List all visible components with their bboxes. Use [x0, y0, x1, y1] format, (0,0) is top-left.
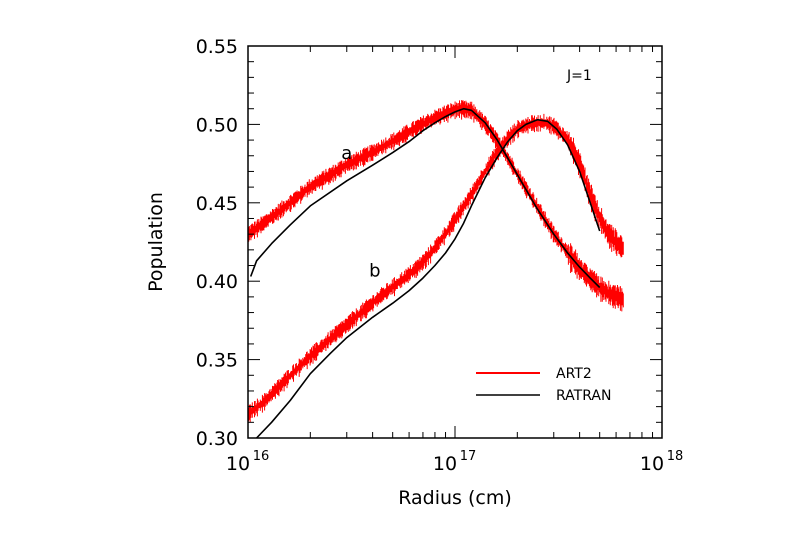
y-tick-label: 0.55 — [196, 36, 238, 58]
x-tick-exponent: 18 — [667, 449, 684, 464]
series-layer — [247, 100, 624, 439]
y-tick-label: 0.50 — [196, 114, 238, 136]
legend-label-art2: ART2 — [556, 366, 592, 382]
x-axis-label: Radius (cm) — [398, 487, 512, 509]
legend: ART2 RATRAN — [476, 366, 611, 404]
y-axis: 0.30 0.35 0.40 0.45 0.50 0.55 — [196, 36, 662, 450]
y-tick-label: 0.45 — [196, 193, 238, 215]
y-tick-label: 0.30 — [196, 428, 238, 450]
y-axis-label: Population — [145, 192, 167, 292]
ratran-curve-b — [256, 118, 601, 439]
x-axis: 10 16 10 17 10 18 — [226, 46, 683, 475]
x-tick-exponent: 17 — [460, 449, 477, 464]
y-tick-label: 0.35 — [196, 350, 238, 372]
x-tick-exponent: 16 — [253, 449, 270, 464]
y-tick-label: 0.40 — [196, 271, 238, 293]
x-tick-label: 10 — [433, 453, 457, 475]
ratran-curve-a — [249, 107, 601, 289]
curve-label-a: a — [341, 143, 352, 164]
curve-label-b: b — [369, 260, 380, 281]
curve-labels: ab — [341, 143, 380, 282]
legend-label-ratran: RATRAN — [556, 388, 611, 404]
x-tick-label: 10 — [226, 453, 250, 475]
annotation-j: J=1 — [566, 68, 592, 84]
x-tick-label: 10 — [640, 453, 664, 475]
